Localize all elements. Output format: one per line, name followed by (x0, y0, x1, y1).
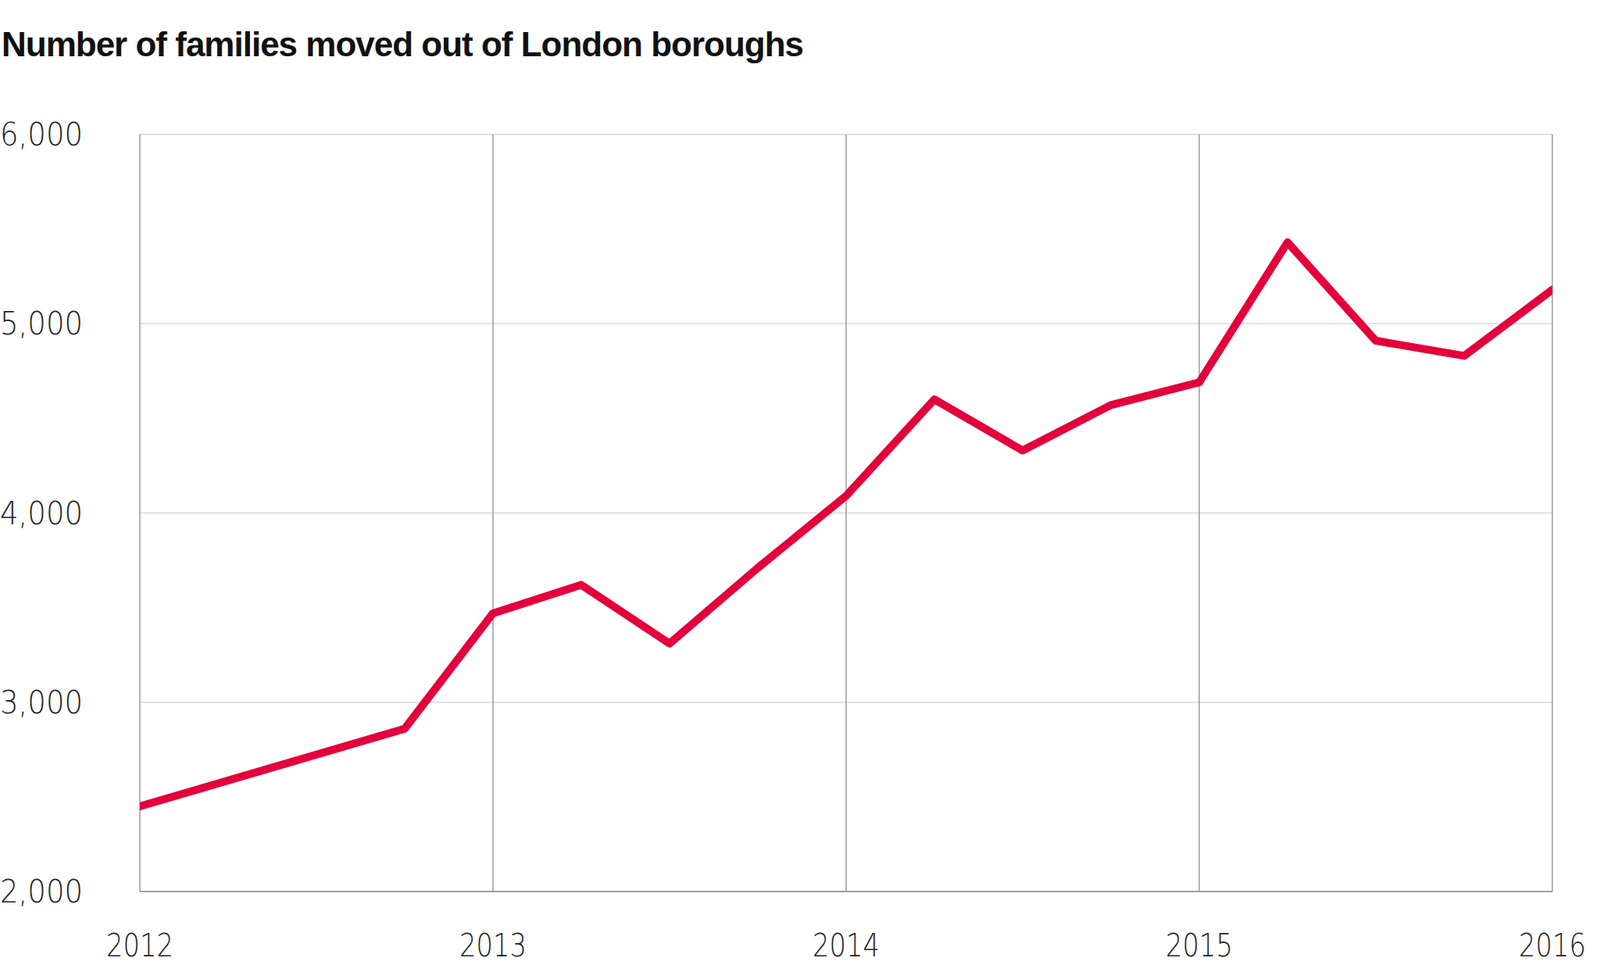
x-tick-label: 2014 (812, 927, 880, 964)
x-tick-label: 2012 (106, 927, 174, 964)
x-tick-label: 2016 (1518, 927, 1586, 964)
x-grid-line (492, 134, 493, 892)
x-tick-label: 2015 (1165, 927, 1233, 964)
y-grid-line (139, 890, 1553, 892)
chart-container: Number of families moved out of London b… (0, 0, 1600, 972)
y-tick-label: 6,000 (0, 116, 83, 153)
y-tick-label: 5,000 (0, 305, 83, 342)
x-axis-line (139, 890, 1553, 892)
plot-area (139, 242, 1553, 807)
x-grid-line (1551, 134, 1553, 892)
chart-title: Number of families moved out of London b… (1, 25, 804, 64)
data-line (139, 242, 1553, 807)
y-tick-label: 3,000 (0, 684, 83, 721)
x-grid-line (139, 134, 140, 892)
x-tick-label: 2013 (459, 927, 527, 964)
x-grid-line (1198, 134, 1200, 892)
chart-svg: Number of families moved out of London b… (0, 0, 1600, 972)
y-tick-label: 4,000 (0, 495, 83, 532)
y-tick-label: 2,000 (0, 873, 83, 910)
x-grid-line (845, 134, 847, 892)
